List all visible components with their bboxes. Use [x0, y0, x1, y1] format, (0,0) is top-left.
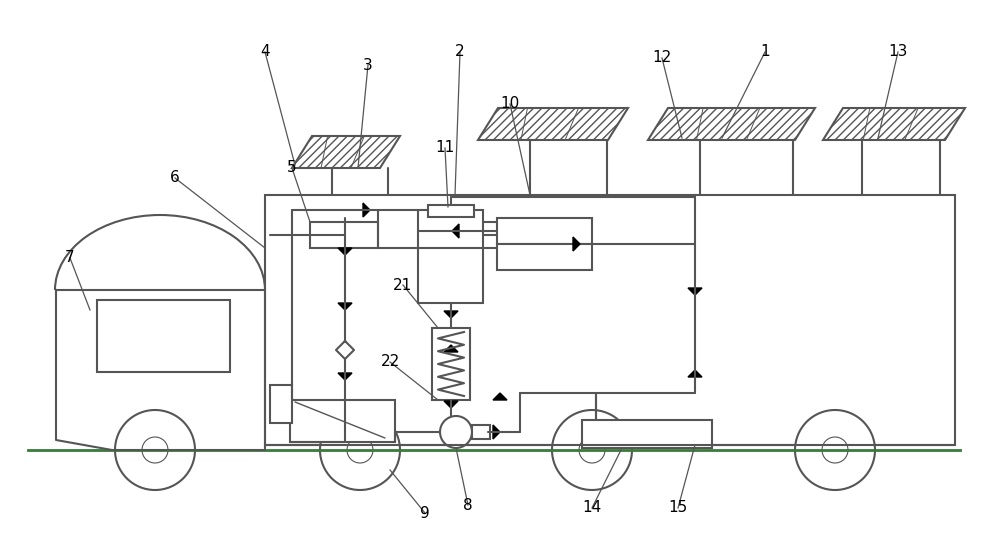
Polygon shape: [363, 203, 370, 217]
Text: 5: 5: [287, 160, 297, 175]
Polygon shape: [338, 303, 352, 310]
Polygon shape: [493, 393, 507, 400]
Text: 1: 1: [760, 44, 770, 60]
Bar: [497, 244, 592, 270]
Polygon shape: [648, 108, 815, 140]
Circle shape: [822, 437, 848, 463]
Text: 7: 7: [65, 251, 75, 265]
Polygon shape: [292, 136, 400, 168]
Circle shape: [440, 416, 472, 448]
Bar: [270, 385, 292, 423]
Bar: [432, 328, 470, 400]
Text: 22: 22: [380, 354, 400, 369]
Bar: [310, 222, 378, 248]
Text: 2: 2: [455, 44, 465, 60]
Bar: [497, 218, 592, 244]
Text: 9: 9: [420, 505, 430, 520]
Circle shape: [320, 410, 400, 490]
Polygon shape: [452, 224, 459, 238]
Circle shape: [795, 410, 875, 490]
Text: 21: 21: [393, 278, 413, 293]
Polygon shape: [493, 425, 500, 439]
Polygon shape: [478, 108, 628, 140]
Circle shape: [142, 437, 168, 463]
Text: 8: 8: [463, 498, 473, 513]
Text: 11: 11: [435, 140, 455, 155]
Circle shape: [347, 437, 373, 463]
Text: 10: 10: [500, 97, 520, 112]
Text: 6: 6: [170, 170, 180, 185]
Polygon shape: [444, 311, 458, 318]
Polygon shape: [444, 401, 458, 408]
Text: 14: 14: [582, 500, 602, 515]
Text: 4: 4: [260, 44, 270, 60]
Bar: [290, 400, 395, 442]
Bar: [428, 205, 474, 217]
Bar: [472, 425, 490, 439]
Polygon shape: [338, 248, 352, 255]
Text: 12: 12: [652, 50, 672, 65]
Bar: [418, 210, 483, 303]
Circle shape: [579, 437, 605, 463]
Polygon shape: [444, 345, 458, 352]
Polygon shape: [688, 288, 702, 295]
Bar: [582, 420, 712, 448]
Circle shape: [115, 410, 195, 490]
Text: 15: 15: [668, 500, 688, 515]
Polygon shape: [338, 373, 352, 380]
Text: 13: 13: [888, 44, 908, 60]
Circle shape: [552, 410, 632, 490]
Polygon shape: [688, 370, 702, 377]
Text: 3: 3: [363, 58, 373, 72]
Polygon shape: [573, 237, 580, 251]
Polygon shape: [823, 108, 965, 140]
Bar: [265, 195, 955, 445]
Bar: [97, 300, 230, 372]
